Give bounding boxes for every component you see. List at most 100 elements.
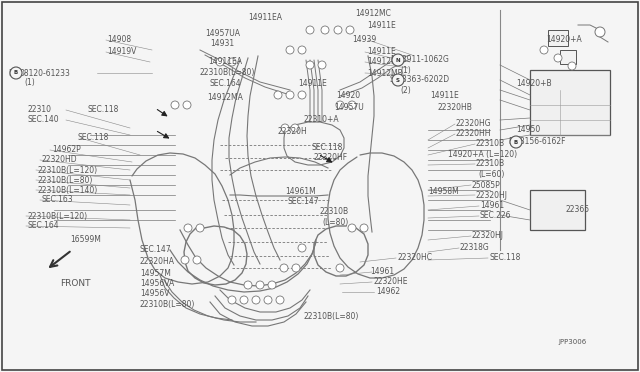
Text: 14920+A (L=120): 14920+A (L=120) [448,150,517,158]
Text: 22310B(L=120): 22310B(L=120) [28,212,88,221]
Circle shape [540,46,548,54]
Text: 14920: 14920 [336,92,360,100]
Bar [548,30,568,46]
Text: 14939: 14939 [352,35,376,45]
Text: 14961: 14961 [480,202,504,211]
Text: 14920+A: 14920+A [546,35,582,45]
Text: 14950: 14950 [516,125,540,135]
Circle shape [321,26,329,34]
Text: 22320HJ: 22320HJ [476,190,508,199]
Text: SEC.226: SEC.226 [480,212,511,221]
Text: 14958M: 14958M [428,187,459,196]
Text: 22320H: 22320H [278,128,308,137]
Text: 14962: 14962 [376,288,400,296]
Text: 22320HB: 22320HB [438,103,473,112]
Text: 25085P: 25085P [472,180,500,189]
Circle shape [228,296,236,304]
Text: B: B [508,138,513,147]
Text: B: B [14,71,18,76]
Text: 14957M: 14957M [140,269,171,279]
Text: 22310B(L=140): 22310B(L=140) [38,186,99,195]
Text: 14961M: 14961M [285,187,316,196]
Circle shape [392,54,404,66]
Text: SEC.140: SEC.140 [28,115,60,125]
Circle shape [256,281,264,289]
Circle shape [264,296,272,304]
Text: 14956VA: 14956VA [140,279,174,289]
Text: 22310B(L=80): 22310B(L=80) [200,68,255,77]
Circle shape [298,46,306,54]
Circle shape [181,256,189,264]
Text: 14957U: 14957U [334,103,364,112]
Circle shape [240,296,248,304]
Text: 22365: 22365 [566,205,590,215]
Circle shape [244,281,252,289]
Text: 14957UA: 14957UA [205,29,240,38]
Circle shape [196,224,204,232]
Text: 14920+B: 14920+B [516,80,552,89]
Text: 22320HJ: 22320HJ [472,231,504,241]
Text: SEC.118: SEC.118 [312,144,344,153]
Circle shape [554,54,562,62]
Text: B: B [8,68,13,77]
Circle shape [252,296,260,304]
Circle shape [568,62,576,70]
Text: N: N [396,58,400,62]
Text: SEC.147: SEC.147 [287,198,319,206]
Text: 14912MB: 14912MB [367,68,403,77]
Text: 22310B(L=80): 22310B(L=80) [38,176,93,185]
Text: 22310B(L=120): 22310B(L=120) [38,166,98,174]
Circle shape [276,296,284,304]
Text: 22320HA: 22320HA [140,257,175,266]
Text: 22320HG: 22320HG [456,119,492,128]
Text: (1): (1) [24,77,35,87]
Circle shape [336,264,344,272]
Circle shape [348,101,356,109]
Text: FRONT: FRONT [60,279,90,289]
Circle shape [298,244,306,252]
Circle shape [193,256,201,264]
Circle shape [595,27,605,37]
Text: SEC.147: SEC.147 [140,246,172,254]
Bar [530,70,610,135]
Text: S: S [396,77,400,83]
Circle shape [292,264,300,272]
Text: SEC.163: SEC.163 [42,196,74,205]
Circle shape [360,224,368,232]
Text: 08156-6162F: 08156-6162F [516,138,566,147]
Text: SEC.118: SEC.118 [78,134,109,142]
Text: 14919V: 14919V [107,48,136,57]
Circle shape [291,124,299,132]
Circle shape [334,26,342,34]
Text: 22310: 22310 [28,106,52,115]
Text: 22310B: 22310B [476,160,505,169]
Text: 14911E: 14911E [298,80,327,89]
Text: 22310B(L=80): 22310B(L=80) [304,311,360,321]
Text: 08120-61233: 08120-61233 [20,68,71,77]
Text: (L=80): (L=80) [322,218,348,227]
Text: 22320HC: 22320HC [398,253,433,263]
Text: 22310B(L=80): 22310B(L=80) [140,299,195,308]
Text: 14911E: 14911E [430,92,459,100]
Circle shape [306,26,314,34]
Text: 08911-1062G: 08911-1062G [398,55,450,64]
Text: 08363-6202D: 08363-6202D [398,76,450,84]
Text: SEC.118: SEC.118 [490,253,522,263]
Text: S: S [390,76,395,84]
Text: 22320HH: 22320HH [456,129,492,138]
Circle shape [183,101,191,109]
Text: 14931: 14931 [210,39,234,48]
Text: 14912MC: 14912MC [355,10,391,19]
Text: (L=60): (L=60) [478,170,504,179]
Circle shape [184,224,192,232]
Text: 14962P: 14962P [52,145,81,154]
Text: 22310+A: 22310+A [303,115,339,125]
Circle shape [228,58,236,66]
Text: 16599M: 16599M [70,235,101,244]
Text: 14956V: 14956V [140,289,170,298]
Text: 22318G: 22318G [460,244,490,253]
Text: 22320HE: 22320HE [374,278,408,286]
Circle shape [306,61,314,69]
Text: 14912MD: 14912MD [367,58,403,67]
Bar [530,190,585,230]
